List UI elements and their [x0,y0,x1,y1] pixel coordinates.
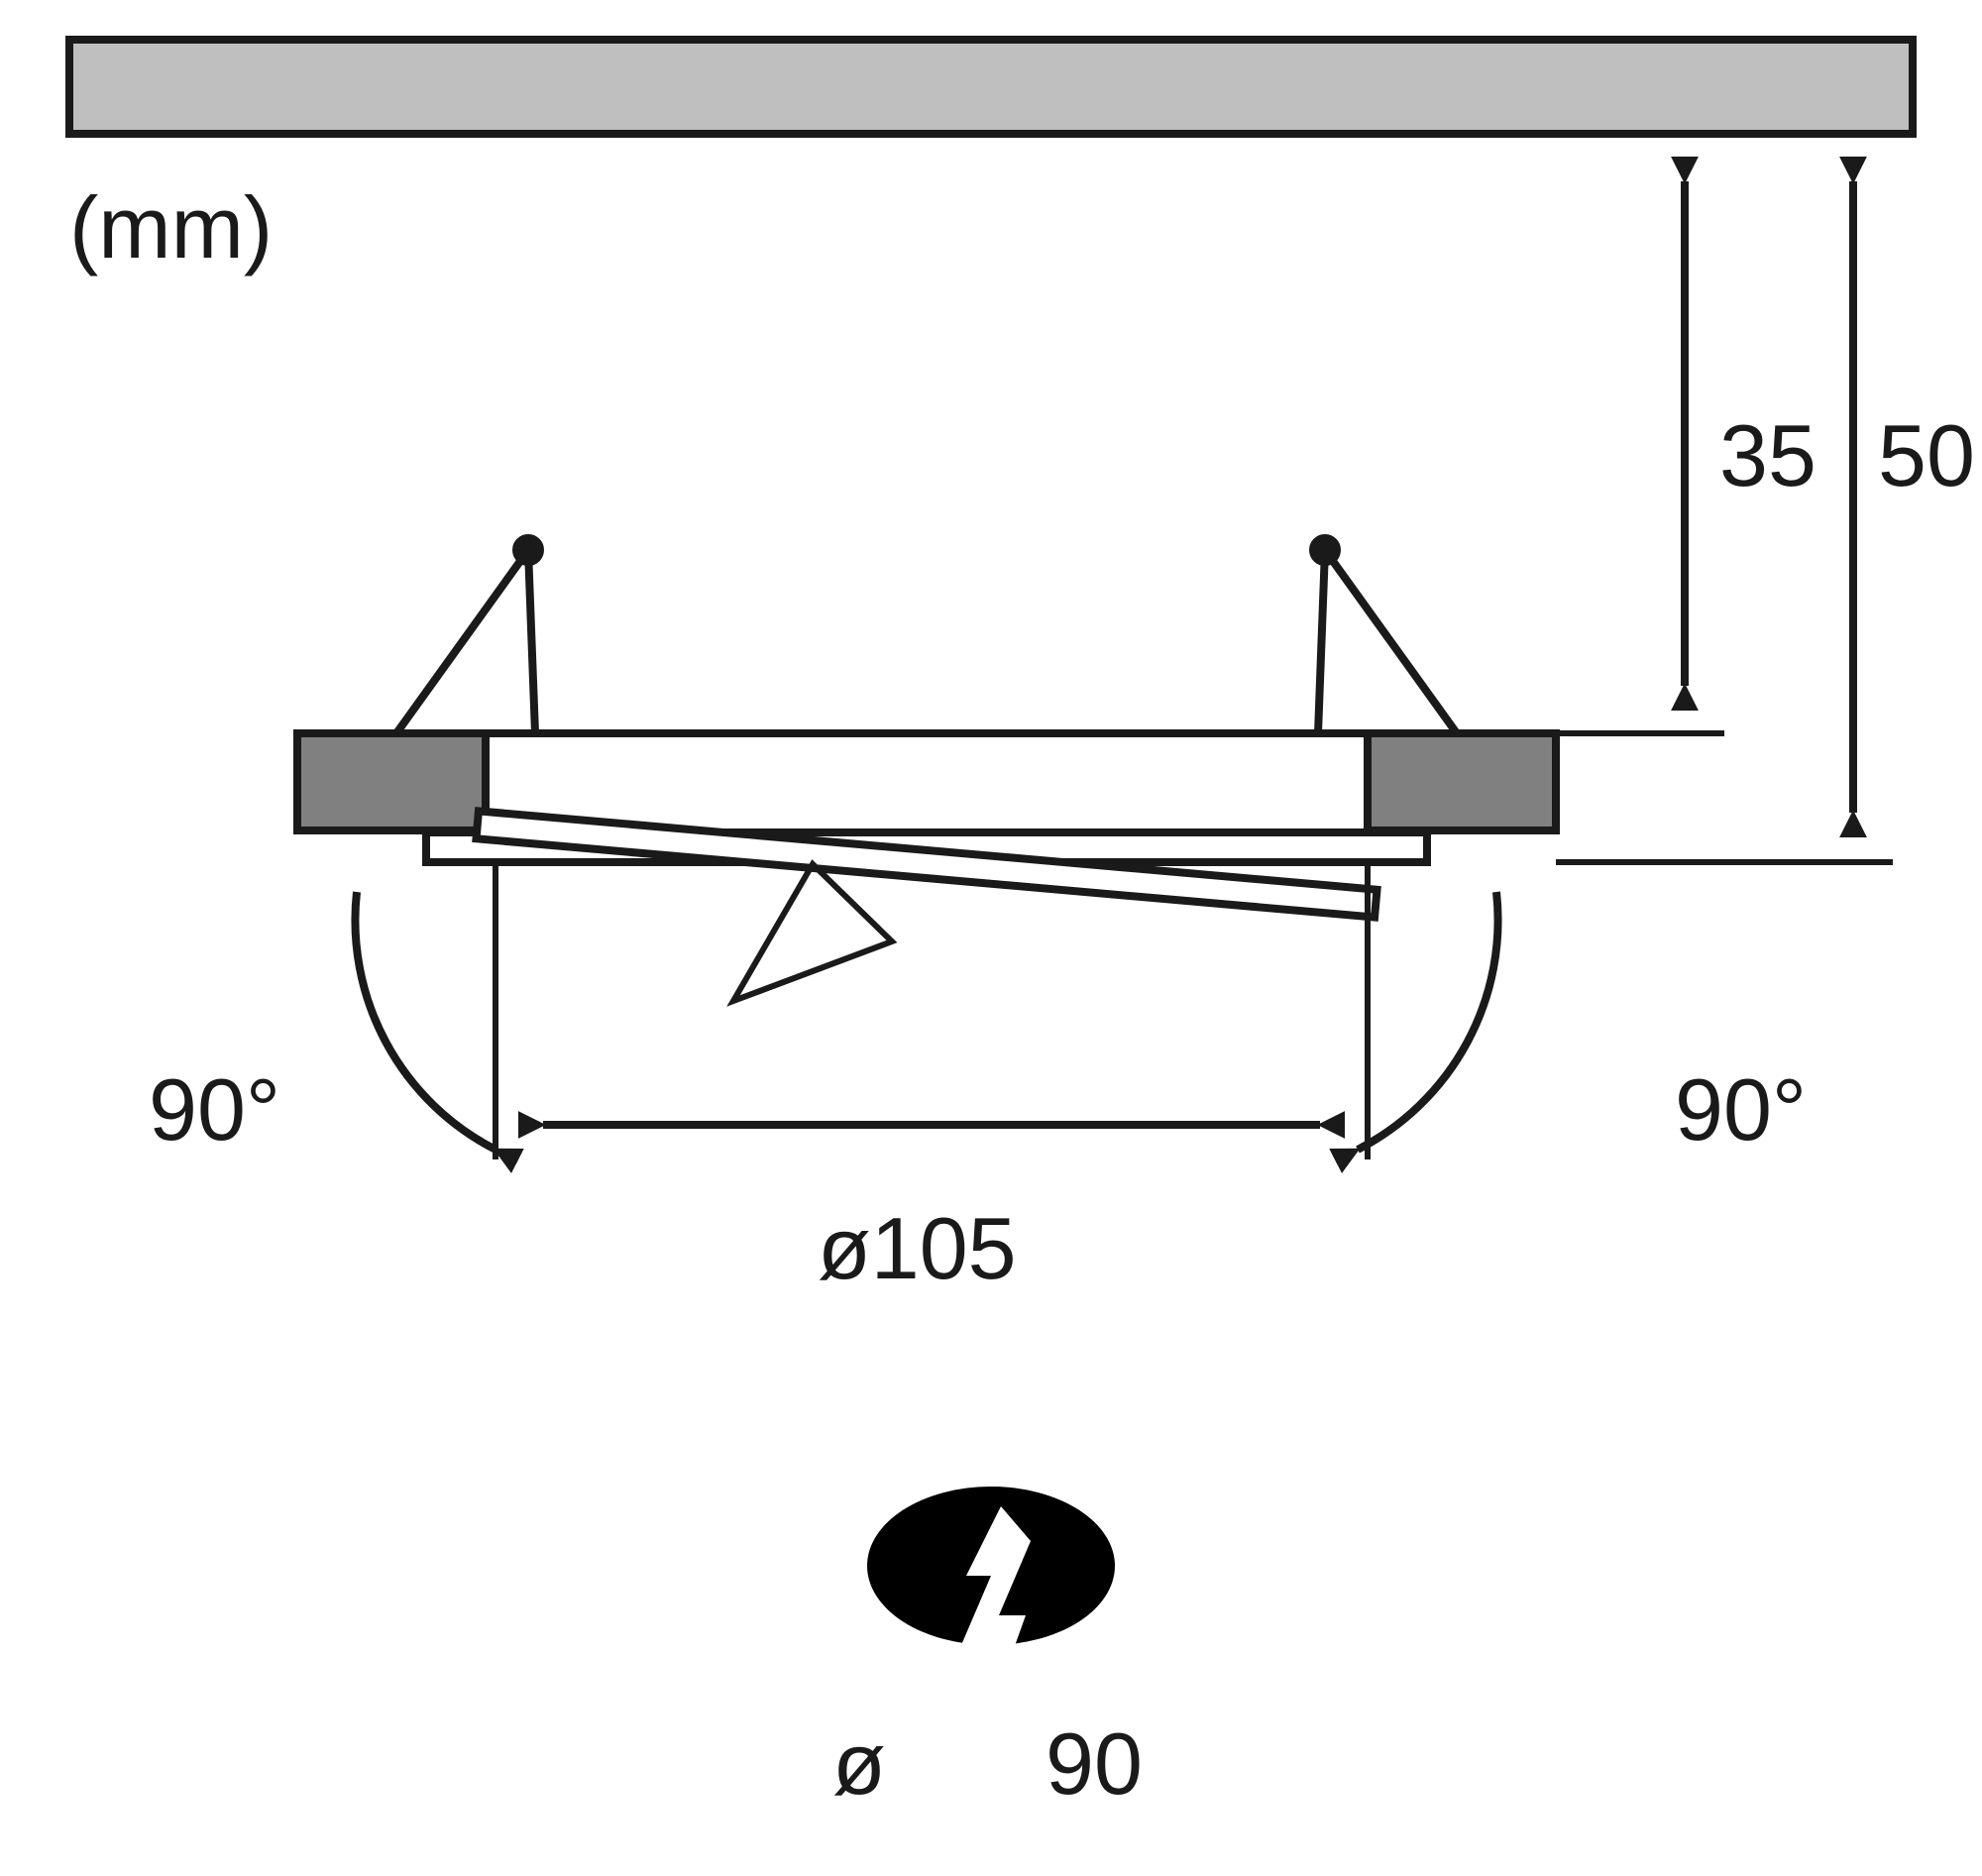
tilt-left [355,892,496,1150]
cutout-dia-symbol: ø [832,1714,886,1813]
unit-label: (mm) [69,178,273,276]
spring-clip-left [396,538,540,733]
technical-diagram: (mm) [0,0,1982,1876]
dim-diameter: ø105 [818,1199,1017,1297]
spring-clip-right [1313,538,1457,733]
dim-depth-inner: 35 [1719,406,1817,504]
tilt-right [1358,892,1498,1150]
swing-wedge [733,864,892,1001]
angle-left: 90° [149,1060,280,1159]
cutout-dia-value: 90 [1046,1714,1143,1813]
angle-right: 90° [1675,1060,1807,1159]
dim-depth-outer: 50 [1878,406,1975,504]
cutout-icon: ø 90 [832,1487,1143,1813]
ceiling-slab [69,40,1913,134]
